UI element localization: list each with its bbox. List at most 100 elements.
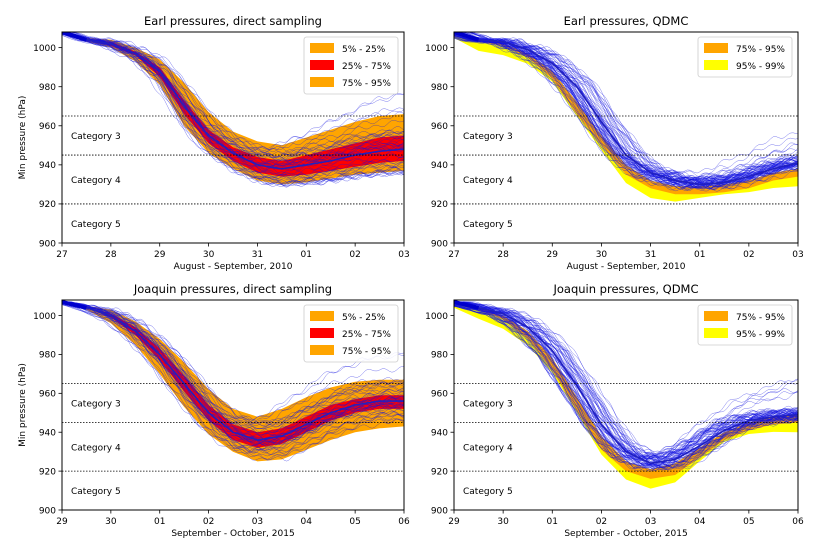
ensemble-line — [454, 32, 798, 177]
ensemble-line — [454, 305, 798, 472]
ensemble-line — [62, 301, 404, 461]
legend-label: 75% - 95% — [342, 347, 391, 357]
axes-frame — [453, 31, 799, 244]
x-tick-label: 03 — [398, 250, 409, 260]
ensemble-line — [62, 304, 404, 449]
category-label: Category 5 — [71, 220, 121, 230]
legend: 5% - 25% 25% - 75% 75% - 95% — [303, 36, 399, 95]
x-tick-label: 05 — [743, 517, 754, 527]
legend-label: 5% - 25% — [342, 45, 386, 55]
chart-title: Joaquin pressures, direct sampling — [133, 282, 332, 296]
category-label: Category 5 — [71, 487, 121, 497]
ensemble-line — [454, 32, 798, 183]
y-tick-label: 960 — [39, 390, 56, 400]
ensemble-line — [454, 304, 798, 462]
y-tick-label: 1000 — [33, 312, 56, 322]
y-tick-label: 960 — [39, 122, 56, 132]
legend-swatch — [310, 77, 334, 87]
median-line — [454, 301, 798, 465]
axes-frame — [61, 299, 405, 511]
legend-swatch — [310, 311, 334, 321]
chart-panel-1: Category 3 Category 4 Category 5 27 28 29 30 31… — [425, 14, 804, 272]
y-tick-label: 900 — [431, 239, 448, 249]
ensemble-line — [62, 303, 404, 435]
category-label: Category 3 — [71, 400, 121, 410]
legend-label: 25% - 75% — [342, 330, 391, 340]
x-tick-label: 06 — [398, 517, 410, 527]
ensemble-line — [62, 32, 404, 171]
x-tick-label: 01 — [547, 517, 558, 527]
ensemble-line — [454, 32, 798, 180]
ensemble-line — [62, 304, 404, 454]
chart-title: Earl pressures, direct sampling — [144, 14, 322, 28]
x-tick-label: 29 — [448, 517, 460, 527]
ensemble-line — [454, 32, 798, 182]
y-tick-label: 980 — [39, 351, 56, 361]
legend: 5% - 25% 25% - 75% 75% - 95% — [303, 304, 399, 363]
x-tick-label: 27 — [56, 250, 67, 260]
ensemble-line — [62, 32, 404, 187]
ensemble-members — [62, 32, 404, 188]
ensemble-line — [454, 34, 798, 190]
x-tick-label: 04 — [301, 517, 313, 527]
y-tick-label: 980 — [431, 83, 448, 93]
ensemble-line — [454, 301, 798, 472]
ensemble-line — [62, 32, 404, 187]
category-label: Category 4 — [463, 443, 513, 453]
legend-label: 95% - 99% — [736, 62, 785, 72]
ensemble-line — [454, 34, 798, 181]
legend: 75% - 95% 95% - 99% — [697, 36, 793, 78]
x-tick-label: 02 — [743, 250, 754, 260]
ensemble-line — [454, 32, 798, 191]
axes-frame — [61, 31, 405, 244]
x-tick-label: 06 — [792, 517, 804, 527]
ensemble-line — [62, 301, 404, 426]
x-axis-label: September - October, 2015 — [564, 529, 687, 539]
ensemble-line — [454, 301, 798, 468]
axes-frame — [453, 299, 799, 511]
x-tick-label: 01 — [694, 250, 705, 260]
x-tick-label: 01 — [154, 517, 165, 527]
chart-title: Joaquin pressures, QDMC — [552, 282, 698, 296]
initial-track — [62, 300, 87, 310]
ensemble-line — [62, 32, 404, 188]
ensemble-line — [62, 301, 404, 426]
plot-area — [62, 300, 404, 472]
y-tick-label: 920 — [39, 467, 56, 477]
ensemble-line — [454, 34, 798, 188]
y-tick-label: 920 — [39, 200, 56, 210]
x-tick-label: 29 — [547, 250, 559, 260]
y-tick-label: 960 — [431, 390, 448, 400]
y-tick-label: 1000 — [425, 312, 448, 322]
y-tick-label: 1000 — [33, 44, 56, 54]
ensemble-line — [62, 301, 404, 441]
legend-label: 95% - 99% — [736, 330, 785, 340]
ensemble-line — [454, 301, 798, 462]
x-tick-label: 28 — [105, 250, 117, 260]
ensemble-line — [62, 32, 404, 187]
x-tick-label: 05 — [349, 517, 360, 527]
legend: 75% - 95% 95% - 99% — [697, 304, 793, 346]
legend-label: 75% - 95% — [736, 45, 785, 55]
x-axis-label: August - September, 2010 — [174, 262, 293, 272]
band-75-95 — [454, 32, 798, 195]
ensemble-line — [454, 305, 798, 470]
y-tick-label: 980 — [431, 351, 448, 361]
ensemble-line — [62, 302, 404, 446]
x-tick-label: 27 — [448, 250, 459, 260]
ensemble-line — [62, 32, 404, 162]
y-tick-label: 920 — [431, 200, 448, 210]
legend-swatch — [310, 345, 334, 355]
y-tick-label: 900 — [39, 506, 56, 516]
ensemble-line — [454, 32, 798, 184]
category-label: Category 5 — [463, 220, 513, 230]
ensemble-line — [454, 301, 798, 469]
ensemble-line — [62, 32, 404, 179]
ensemble-line — [62, 304, 404, 454]
y-tick-label: 980 — [39, 83, 56, 93]
median-line — [62, 32, 404, 170]
y-tick-label: 940 — [431, 429, 448, 439]
ensemble-line — [454, 306, 798, 468]
plot-area — [62, 32, 404, 205]
y-tick-label: 960 — [431, 122, 448, 132]
